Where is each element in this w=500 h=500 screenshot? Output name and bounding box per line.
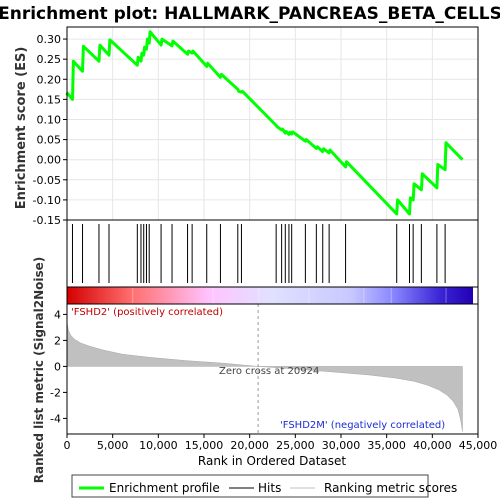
positive-correlation-label: 'FSHD2' (positively correlated)	[71, 307, 223, 318]
metric-y-tick-label: 0	[54, 360, 61, 373]
es-y-tick-label: 0.25	[37, 53, 62, 66]
legend-label-metric: Ranking metric scores	[324, 481, 457, 495]
x-axis-ticks: 0 5,000 10,000 15,000 20,000 25,000 30,000 35,0…	[64, 434, 498, 452]
x-tick-label: 35,000	[367, 439, 406, 452]
negative-correlation-label: 'FSHD2M' (negatively correlated)	[280, 420, 445, 431]
metric-y-tick-label: 2	[54, 334, 61, 347]
es-y-tick-label: -0.10	[33, 194, 61, 207]
x-tick-label: 25,000	[276, 439, 315, 452]
es-y-axis-label: Enrichment score (ES)	[14, 47, 29, 210]
legend-label-enrichment: Enrichment profile	[109, 481, 220, 495]
x-tick-label: 45,000	[459, 439, 498, 452]
x-tick-label: 20,000	[230, 439, 269, 452]
es-panel: -0.15 -0.10 -0.05 0.00 0.05 0.10 0.15 0.20 0.25 0…	[14, 26, 479, 227]
es-y-ticks: -0.15 -0.10 -0.05 0.00 0.05 0.10 0.15 0.20 0.25 0…	[33, 33, 67, 227]
metric-y-ticks: -4 -2 0 2 4	[50, 308, 67, 425]
es-y-tick-label: 0.20	[37, 73, 62, 86]
ranking-metric-area	[66, 322, 463, 432]
x-tick-label: 30,000	[322, 439, 361, 452]
x-tick-label: 40,000	[413, 439, 452, 452]
es-y-tick-label: 0.10	[37, 113, 62, 126]
x-tick-label: 10,000	[139, 439, 178, 452]
hit-marks	[71, 224, 446, 283]
heatmap-segments	[132, 288, 447, 303]
es-y-tick-label: 0.05	[37, 134, 62, 147]
metric-y-tick-label: -2	[50, 386, 61, 399]
zero-cross-label: Zero cross at 20924	[219, 366, 319, 377]
x-tick-label: 15,000	[185, 439, 224, 452]
hits-panel	[66, 219, 479, 288]
x-axis-label: Rank in Ordered Dataset	[198, 454, 346, 468]
legend-label-hits: Hits	[258, 481, 281, 495]
metric-y-tick-label: 4	[54, 308, 61, 321]
metric-frame	[66, 303, 479, 435]
ranking-heatmap-bar	[67, 287, 473, 304]
legend-frame	[71, 474, 429, 498]
x-tick-label: 0	[64, 439, 71, 452]
es-y-tick-label: -0.05	[33, 174, 61, 187]
metric-y-tick-label: -4	[50, 412, 61, 425]
es-y-tick-label: 0.00	[37, 154, 62, 167]
x-tick-label: 5,000	[97, 439, 129, 452]
chart-title: Enrichment plot: HALLMARK_PANCREAS_BETA_…	[0, 4, 500, 24]
es-y-tick-label: 0.30	[37, 33, 62, 46]
metric-y-axis-label: Ranked list metric (Signal2Noise)	[32, 257, 46, 484]
enrichment-profile-line	[65, 30, 464, 216]
es-y-tick-label: -0.15	[33, 214, 61, 227]
es-y-tick-label: 0.15	[37, 93, 62, 106]
hits-frame	[66, 219, 479, 288]
legend: Enrichment profile Hits Ranking metric s…	[71, 474, 457, 498]
